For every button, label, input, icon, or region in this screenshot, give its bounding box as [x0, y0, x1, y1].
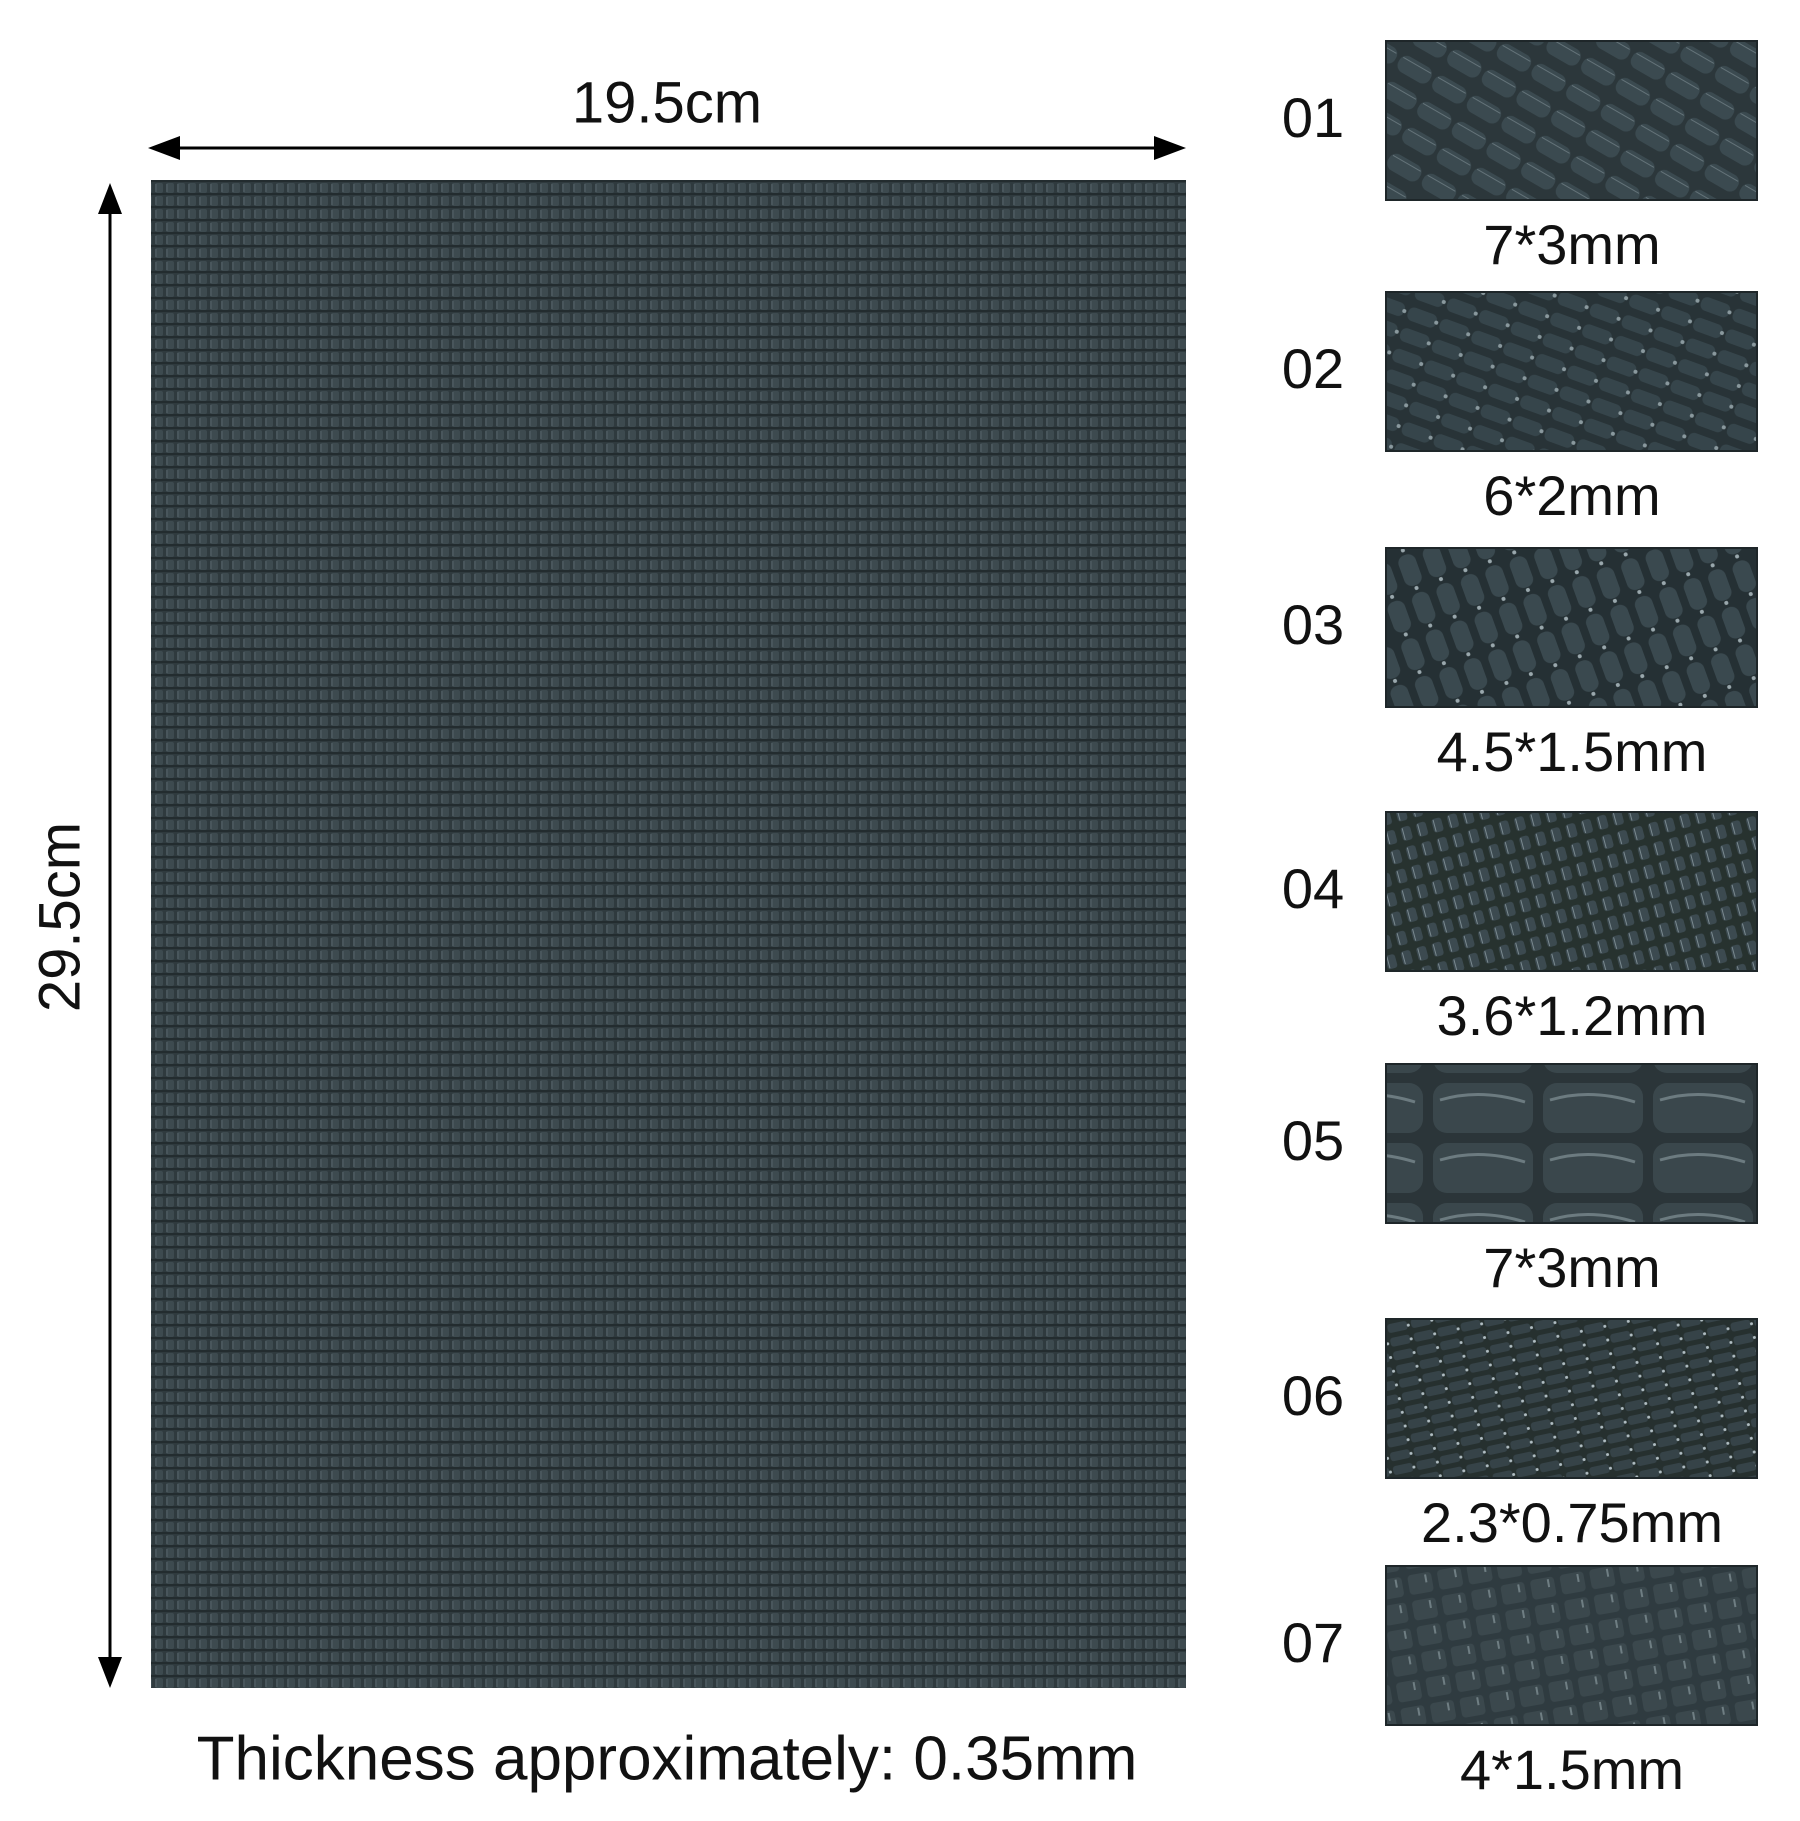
- item-size: 4*1.5mm: [1460, 1738, 1684, 1801]
- item-size: 7*3mm: [1483, 1236, 1660, 1299]
- item-number: 02: [1282, 337, 1344, 400]
- item-size: 4.5*1.5mm: [1437, 720, 1708, 783]
- texture-swatch: [1385, 1063, 1758, 1224]
- item-size: 2.3*0.75mm: [1421, 1491, 1723, 1554]
- texture-swatch: [1385, 40, 1758, 201]
- item-size: 3.6*1.2mm: [1437, 984, 1708, 1047]
- width-label: 19.5cm: [572, 70, 762, 135]
- texture-swatch: [1385, 547, 1758, 708]
- item-number: 07: [1282, 1611, 1344, 1674]
- height-label: 29.5cm: [27, 822, 92, 1012]
- texture-swatch: [1385, 1565, 1758, 1726]
- item-list: 01 7*3mm 02 6*2mm 03 4.5*1.5mm 04 3.6*1.2mm 05 7*…: [1282, 40, 1758, 1801]
- texture-swatch: [1385, 1318, 1758, 1479]
- item-number: 03: [1282, 593, 1344, 656]
- item-number: 06: [1282, 1364, 1344, 1427]
- texture-swatch: [1385, 291, 1758, 452]
- item-number: 04: [1282, 857, 1344, 920]
- item-size: 6*2mm: [1483, 464, 1660, 527]
- item-number: 01: [1282, 86, 1344, 149]
- texture-swatch: [1385, 811, 1758, 972]
- item-number: 05: [1282, 1109, 1344, 1172]
- sheet: [151, 180, 1186, 1688]
- thickness-label: Thickness approximately: 0.35mm: [197, 1724, 1138, 1793]
- item-size: 7*3mm: [1483, 213, 1660, 276]
